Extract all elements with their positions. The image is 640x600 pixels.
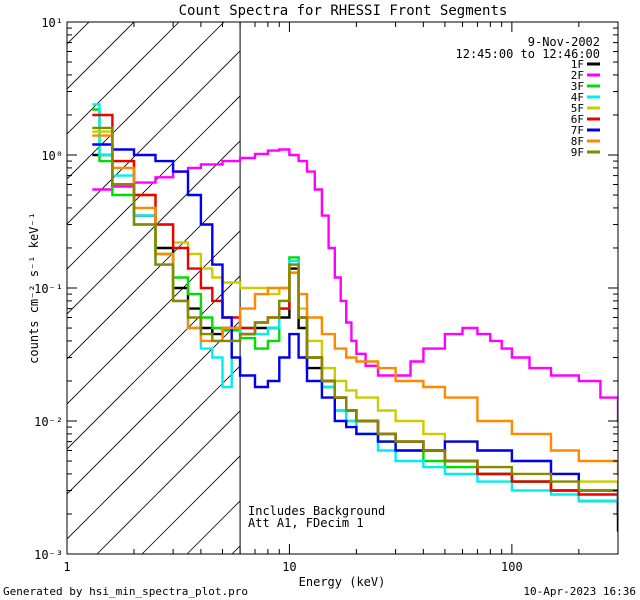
hatch-line (96, 410, 241, 554)
hatch-line (67, 140, 241, 315)
hatch-line (412, 0, 640, 554)
annotation-line-2: Att A1, FDecim 1 (248, 516, 364, 530)
hatch-line (67, 95, 241, 270)
legend-label-2F: 2F (571, 69, 584, 82)
hatch-line (322, 0, 640, 554)
hatch-line (67, 50, 241, 225)
date-label: 9-Nov-2002 (528, 35, 600, 49)
series-group (92, 103, 618, 532)
series-line-7F (92, 143, 618, 516)
axis-ticks: 1 10 100 10⁻³ 10⁻² 10⁻¹ 10⁰ 10¹ (34, 16, 619, 574)
x-tick-label: 10 (282, 560, 296, 574)
series-line-5F (92, 130, 618, 492)
x-tick-label: 100 (501, 560, 523, 574)
hatch-line (67, 230, 241, 405)
hatch-line (367, 0, 640, 554)
series-line-6F (92, 113, 618, 516)
x-axis-label: Energy (keV) (299, 575, 386, 589)
hatch-line (67, 22, 90, 45)
y-tick-label: 10¹ (41, 16, 63, 30)
hatch-line (0, 0, 112, 554)
x-tick-label: 1 (63, 560, 70, 574)
series-line-2F (92, 148, 618, 423)
legend-label-3F: 3F (571, 80, 584, 93)
hatch-line (67, 22, 135, 90)
legend-label-1F: 1F (571, 58, 584, 71)
series-line-3F (92, 108, 618, 516)
hatch-line (457, 0, 640, 554)
series-line-4F (92, 103, 618, 516)
hatch-line (277, 0, 640, 554)
hatch-line (67, 22, 225, 180)
time-range-label: 12:45:00 to 12:46:00 (456, 47, 601, 61)
shaded-region (0, 0, 640, 554)
hatch-line (67, 185, 241, 360)
hatch-line (592, 0, 640, 554)
footer-generated: Generated by hsi_min_spectra_plot.pro (3, 585, 248, 598)
hatch-line (67, 320, 241, 495)
y-tick-label: 10⁻³ (34, 548, 63, 562)
hatch-line (547, 0, 640, 554)
series-line-9F (92, 126, 618, 503)
legend-label-7F: 7F (571, 124, 584, 137)
legend-label-5F: 5F (571, 102, 584, 115)
legend-label-8F: 8F (571, 135, 584, 148)
y-axis-label: counts cm⁻² s⁻¹ keV⁻¹ (27, 212, 41, 364)
y-tick-label: 10⁻¹ (34, 282, 63, 296)
annotation-line-1: Includes Background (248, 504, 385, 518)
y-tick-label: 10⁰ (41, 149, 63, 163)
legend-label-9F: 9F (571, 146, 584, 159)
legend-label-6F: 6F (571, 113, 584, 126)
hatch-line (67, 22, 180, 135)
footer-timestamp: 10-Apr-2023 16:36 (523, 585, 636, 598)
hatch-line (67, 365, 241, 540)
legend-label-4F: 4F (571, 91, 584, 104)
chart-title: Count Spectra for RHESSI Front Segments (179, 3, 508, 19)
y-tick-label: 10⁻² (34, 415, 63, 429)
